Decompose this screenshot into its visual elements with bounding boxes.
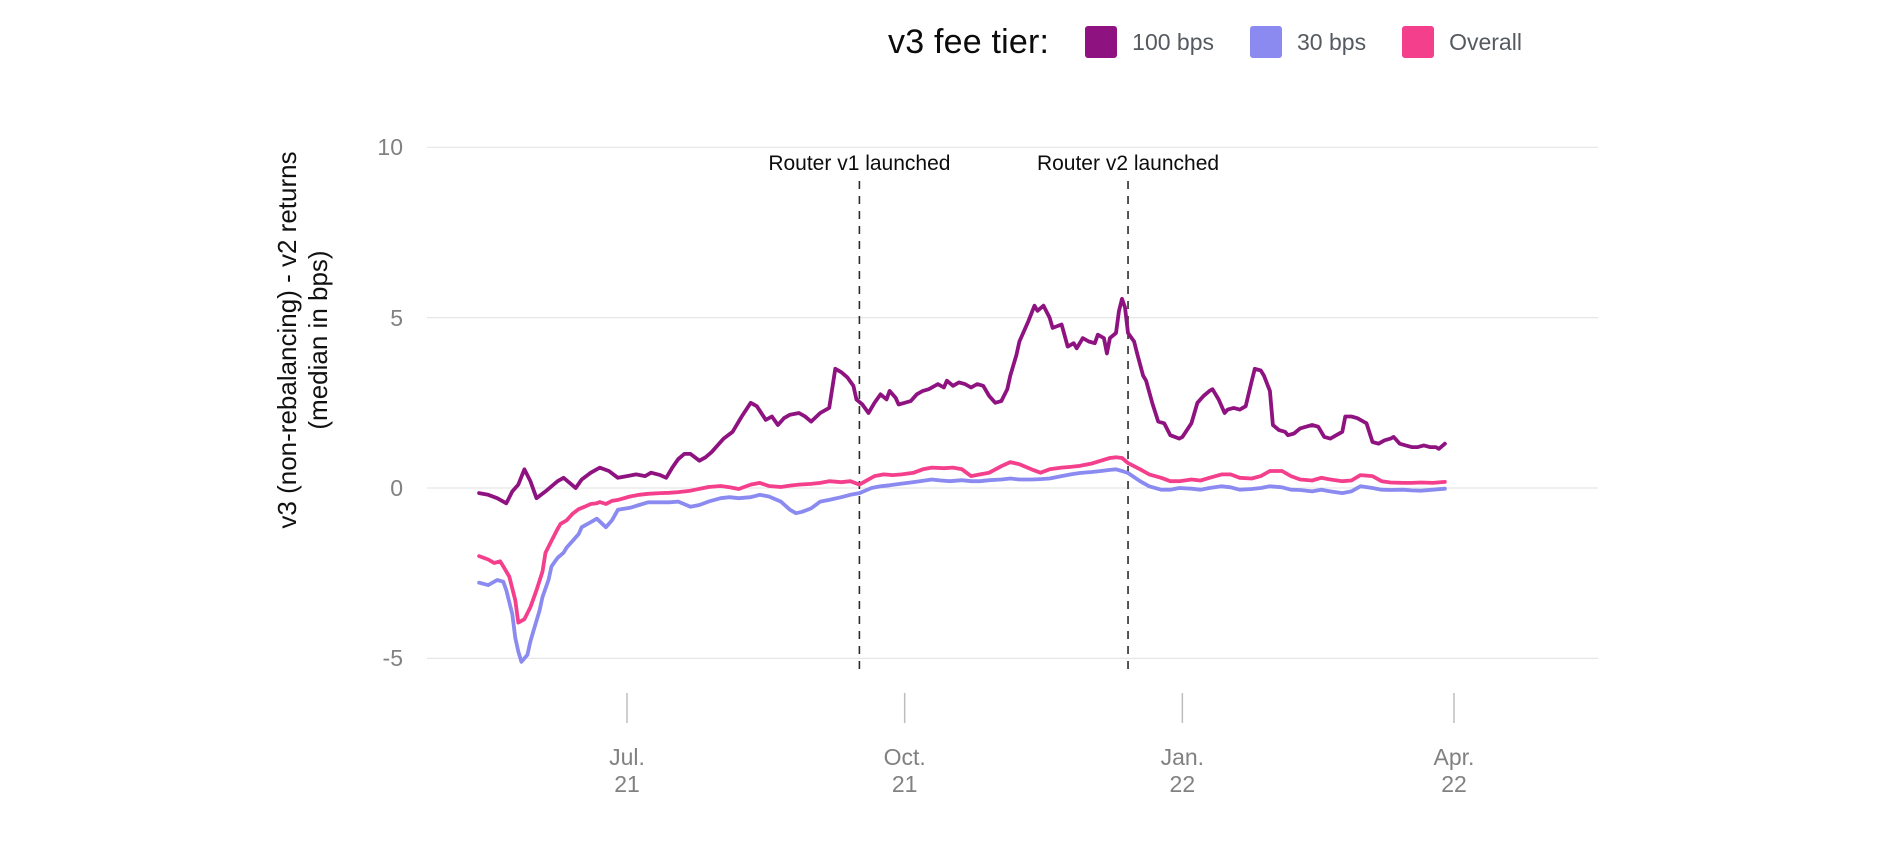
x-tick-label-jan-22: Jan. 22: [1160, 744, 1205, 797]
event-label-router-v1-launched: Router v1 launched: [768, 152, 951, 175]
legend-swatch-overall-icon: [1402, 26, 1435, 58]
legend-label-30bps: 30 bps: [1297, 28, 1367, 55]
legend-item-overall: Overall: [1402, 26, 1522, 58]
y-tick-label-10: 10: [377, 134, 403, 161]
y-tick-label-0: 0: [390, 475, 403, 501]
legend-label-overall: Overall: [1449, 28, 1522, 55]
legend-swatch-100bps-icon: [1085, 26, 1118, 58]
x-tick-label-jul-21: Jul. 21: [609, 744, 645, 797]
legend-swatch-30bps-icon: [1250, 26, 1283, 58]
legend-title: v3 fee tier:: [888, 22, 1050, 61]
x-tick-label-apr-22: Apr. 22: [1433, 744, 1475, 797]
series-line-overall: [477, 455, 1447, 625]
x-tick-label-oct-21: Oct. 21: [883, 744, 926, 797]
chart-legend: v3 fee tier: 100 bps 30 bps Overall: [888, 16, 1522, 68]
y-tick-label--5: -5: [382, 645, 403, 672]
series-line-30-bps: [477, 467, 1447, 664]
y-tick-label-5: 5: [390, 304, 403, 331]
legend-label-100bps: 100 bps: [1132, 28, 1215, 55]
legend-item-30bps: 30 bps: [1250, 26, 1366, 58]
legend-item-100bps: 100 bps: [1085, 26, 1214, 58]
event-label-router-v2-launched: Router v2 launched: [1036, 152, 1220, 175]
series-line-100-bps: [477, 296, 1447, 506]
